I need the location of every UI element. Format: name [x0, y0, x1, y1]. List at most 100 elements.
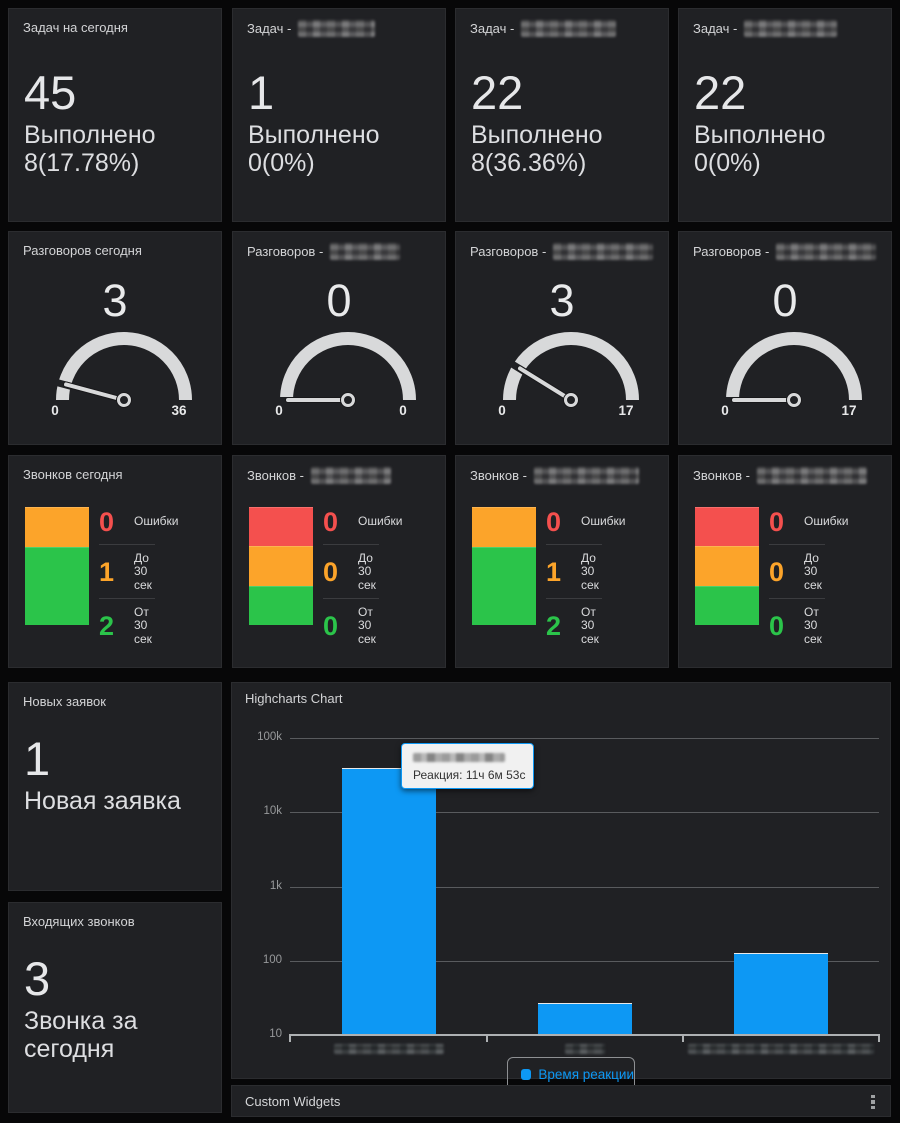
panel-gauge-0: Разговоров сегодня 3 0 36 [8, 231, 222, 445]
censored-tooltip-header [413, 753, 505, 762]
censored-x-category-label [565, 1044, 605, 1054]
gridline [290, 738, 879, 739]
stat-sub-line1: Выполнено 0(0%) [248, 120, 380, 178]
stat-body: 22 Выполнено 8(36.36%) [471, 69, 603, 178]
panel-title[interactable]: Задач - [693, 20, 838, 37]
panel-title-text: Разговоров - [693, 244, 770, 259]
panel-calls-0: Звонков сегодня 0 Ошибки 1 До 30 сек 2 От 3… [8, 455, 222, 668]
stat-sub-line2: сегодня [24, 1035, 115, 1064]
gauge-value: 0 [326, 275, 352, 326]
divider [546, 598, 602, 599]
panel-title[interactable]: Разговоров сегодня [23, 243, 142, 258]
chart-tooltip: Реакция: 11ч 6м 53с [401, 743, 534, 789]
panel-title[interactable]: Разговоров - [470, 243, 654, 260]
panel-title[interactable]: Новых заявок [23, 694, 106, 709]
calls-errors-value: 0 [769, 506, 785, 537]
panel-calls-2: Звонков - 0 Ошибки 1 До 30 сек 2 От 30 сек [455, 455, 669, 668]
panel-title[interactable]: Входящих звонков [23, 914, 135, 929]
panel-title[interactable]: Звонков - [693, 467, 867, 484]
calls-over30-value: 0 [323, 610, 339, 641]
panel-title[interactable]: Звонков - [247, 467, 391, 484]
custom-widgets-title[interactable]: Custom Widgets [245, 1094, 340, 1109]
panel-title-text: Разговоров - [247, 244, 324, 259]
x-axis-tick [878, 1035, 880, 1042]
censored-text [553, 243, 654, 260]
panel-title[interactable]: Разговоров - [247, 243, 401, 260]
bar-segment-red [249, 507, 313, 546]
calls-row-under30: 1 До 30 сек [99, 546, 215, 598]
calls-under30-label: До 30 сек [581, 550, 599, 592]
panel-tasks-3: Задач - 22 Выполнено 0(0%) [678, 8, 892, 222]
chart-title-text: Highcharts Chart [245, 691, 343, 706]
gauge-min-label: 0 [51, 403, 59, 418]
calls-row-under30: 0 До 30 сек [769, 546, 885, 598]
divider [546, 544, 602, 545]
legend-label: Время реакции [538, 1066, 634, 1082]
censored-text [533, 467, 639, 484]
stat-sub-line1: Выполнено [471, 120, 603, 149]
panel-gauge-3: Разговоров - 0 0 17 [678, 231, 892, 445]
panel-gauge-2: Разговоров - 3 0 17 [455, 231, 669, 445]
gauge [718, 332, 862, 468]
stat-sub-line2: 8(36.36%) [471, 149, 587, 178]
x-axis-tick [289, 1035, 291, 1042]
gauge-value: 0 [772, 275, 798, 326]
custom-widgets-title-text: Custom Widgets [245, 1094, 341, 1109]
stat-value: 1 [248, 66, 275, 119]
calls-stacked-bar [249, 507, 313, 625]
divider [769, 544, 825, 545]
bar-reaction-time-2[interactable] [538, 1002, 632, 1036]
calls-under30-value: 0 [323, 556, 339, 587]
stat-sub-line1: Звонка за [24, 1006, 138, 1035]
bar-segment-orange [472, 507, 536, 547]
chart-title[interactable]: Highcharts Chart [245, 691, 343, 706]
calls-over30-label: От 30 сек [581, 604, 599, 646]
censored-text [776, 243, 877, 260]
panel-title[interactable]: Задач - [247, 20, 376, 37]
stat-value: 1 [24, 732, 51, 785]
panel-title[interactable]: Разговоров - [693, 243, 877, 260]
gauge-value: 3 [102, 275, 128, 326]
panel-custom-widgets: Custom Widgets [231, 1085, 891, 1117]
bar-segment-red [695, 507, 759, 546]
panel-highcharts: Highcharts Chart 100k 10k 1k 100 10 Реак… [231, 682, 891, 1091]
gauge-max-label: 36 [171, 403, 187, 418]
kebab-menu-icon[interactable] [866, 1093, 880, 1111]
stat-body: 1 Выполнено 0(0%) [248, 69, 445, 178]
panel-title-text: Входящих звонков [23, 914, 135, 929]
gauge [272, 332, 416, 468]
calls-under30-value: 1 [546, 556, 562, 587]
y-axis-tick-label: 10 [269, 1028, 282, 1040]
divider [769, 598, 825, 599]
bar-segment-green [472, 547, 536, 625]
calls-errors-label: Ошибки [581, 514, 626, 529]
gauge-pivot [787, 393, 801, 407]
divider [99, 598, 155, 599]
calls-row-errors: 0 Ошибки [769, 502, 885, 542]
bar-reaction-time-3[interactable] [734, 953, 828, 1036]
panel-title[interactable]: Задач - [470, 20, 617, 37]
calls-stacked-bar [25, 507, 89, 625]
panel-title[interactable]: Задач на сегодня [23, 20, 128, 35]
gauge-pivot [341, 393, 355, 407]
bar-reaction-time-1[interactable] [342, 767, 436, 1036]
panel-title-text: Задач - [247, 21, 292, 36]
calls-under30-value: 1 [99, 556, 115, 587]
panel-new-requests: Новых заявок 1 Новая заявка [8, 682, 222, 891]
bar-segment-orange [695, 546, 759, 586]
tooltip-value-text: Реакция: 11ч 6м 53с [413, 768, 526, 782]
gauge-pivot [117, 393, 131, 407]
calls-under30-label: До 30 сек [358, 550, 376, 592]
calls-errors-label: Ошибки [358, 514, 403, 529]
panel-title[interactable]: Звонков сегодня [23, 467, 123, 482]
censored-text [756, 467, 867, 484]
calls-over30-label: От 30 сек [134, 604, 152, 646]
gauge-max-label: 17 [841, 403, 857, 418]
panel-title[interactable]: Звонков - [470, 467, 639, 484]
panel-gauge-1: Разговоров - 0 0 0 [232, 231, 446, 445]
stat-value: 22 [471, 66, 524, 119]
legend-swatch-icon [521, 1068, 532, 1080]
calls-row-over30: 0 От 30 сек [323, 600, 439, 652]
stat-sub-line2: 8(17.78%) [24, 149, 140, 178]
stat-value: 3 [24, 952, 51, 1005]
